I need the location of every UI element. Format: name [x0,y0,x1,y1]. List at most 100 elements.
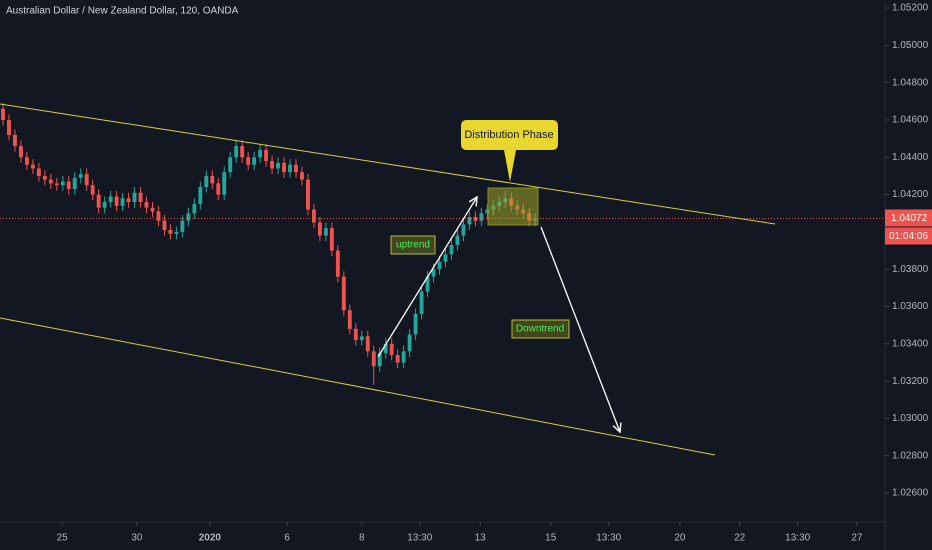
callout-text: Distribution Phase [464,129,553,141]
candle-body [246,157,251,165]
callout [461,120,558,182]
candle-body [389,343,394,356]
candle-body [198,187,203,204]
x-tick-label: 13:30 [596,533,621,544]
candle-body [413,313,418,335]
candle-body [323,228,328,236]
y-tick-label: 1.04200 [892,189,929,200]
candle-body [473,216,478,221]
x-tick-label: 13:30 [407,533,432,544]
y-tick-label: 1.04600 [892,115,929,126]
candle-body [329,228,334,251]
x-tick-label: 13 [475,533,487,544]
axes: 1.05200 1.05000 1.04800 1.04600 1.04400 1.042… [57,3,932,544]
y-tick-label: 1.03200 [892,376,929,387]
candle-body [192,203,197,214]
price-axis [885,0,932,550]
upper-channel-line [0,103,776,225]
x-tick-label: 15 [545,533,557,544]
countdown-box [885,227,932,245]
x-tick-label: 2020 [199,533,222,544]
candle-body [48,179,53,184]
y-tick-label: 1.03000 [892,413,929,424]
chart-title: Australian Dollar / New Zealand Dollar, … [6,6,239,17]
candle-body [108,196,113,203]
candle-body [96,194,101,208]
x-tick-label: 6 [284,533,290,544]
candle-body [419,291,424,314]
candle-body [132,192,137,203]
candle-body [54,183,59,186]
candle-body [84,174,89,186]
candle-body [443,254,448,262]
candle-body [252,157,257,165]
candle-body [479,213,484,221]
candle-body [240,146,245,158]
candle-body [383,343,388,354]
candle-body [288,164,292,173]
candle-body [264,149,269,162]
y-tick-label: 1.03800 [892,264,929,275]
candle-body [341,276,346,311]
y-tick-label: 1.05200 [892,3,929,14]
last-price-label: 1.04072 [891,213,928,224]
uptrend-label-box [390,235,436,255]
candle-body [156,211,161,221]
candle-body [150,207,155,212]
candle-body [311,209,316,223]
candle-body [365,336,370,352]
distribution-box [487,187,539,226]
uptrend-arrow [377,197,477,358]
candle-body [13,134,17,147]
y-tick-label: 1.04400 [892,152,929,163]
candle-body [455,235,460,245]
candle-body [210,175,215,184]
candle-body [377,353,382,367]
x-tick-label: 22 [734,533,746,544]
candle-body [467,216,472,225]
candle-body [120,198,125,206]
candle-body [431,269,436,277]
candle-body [294,164,298,173]
candle-body [78,174,83,178]
countdown-label: 01:04:06 [889,231,928,242]
candle-body [461,224,466,236]
candle-body [335,250,340,277]
downtrend-label-box [511,319,570,339]
downtrend-arrow [540,226,620,432]
candle-body [60,181,65,186]
candle-body [162,220,167,231]
candle-body [359,336,364,341]
candle-body [425,276,430,292]
y-tick-label: 1.03400 [892,338,929,349]
x-tick-label: 13:30 [785,533,810,544]
candle-body [234,146,239,158]
candle-body [222,172,227,195]
candle-body [401,351,406,363]
candle-body [282,162,286,173]
candle-body [72,177,77,189]
candle-body [186,213,191,221]
candle-body [485,209,490,214]
candle-body [144,202,149,208]
candle-body [347,310,352,329]
candle-body [216,183,221,195]
y-tick-label: 1.02800 [892,450,929,461]
y-tick-label: 1.04800 [892,77,929,88]
candle-body [437,261,442,270]
candle-body [168,230,173,234]
candle-body [270,161,275,169]
x-tick-label: 20 [674,533,686,544]
x-tick-label: 8 [359,533,365,544]
candle-body [353,328,358,341]
candle-body [371,351,376,367]
candle-body [7,119,11,135]
candle-body [300,172,304,180]
candle-body [138,192,143,203]
candle-body [114,196,119,206]
y-tick-label: 1.03600 [892,301,929,312]
downtrend-label: Downtrend [516,324,564,335]
candle-body [276,162,281,169]
